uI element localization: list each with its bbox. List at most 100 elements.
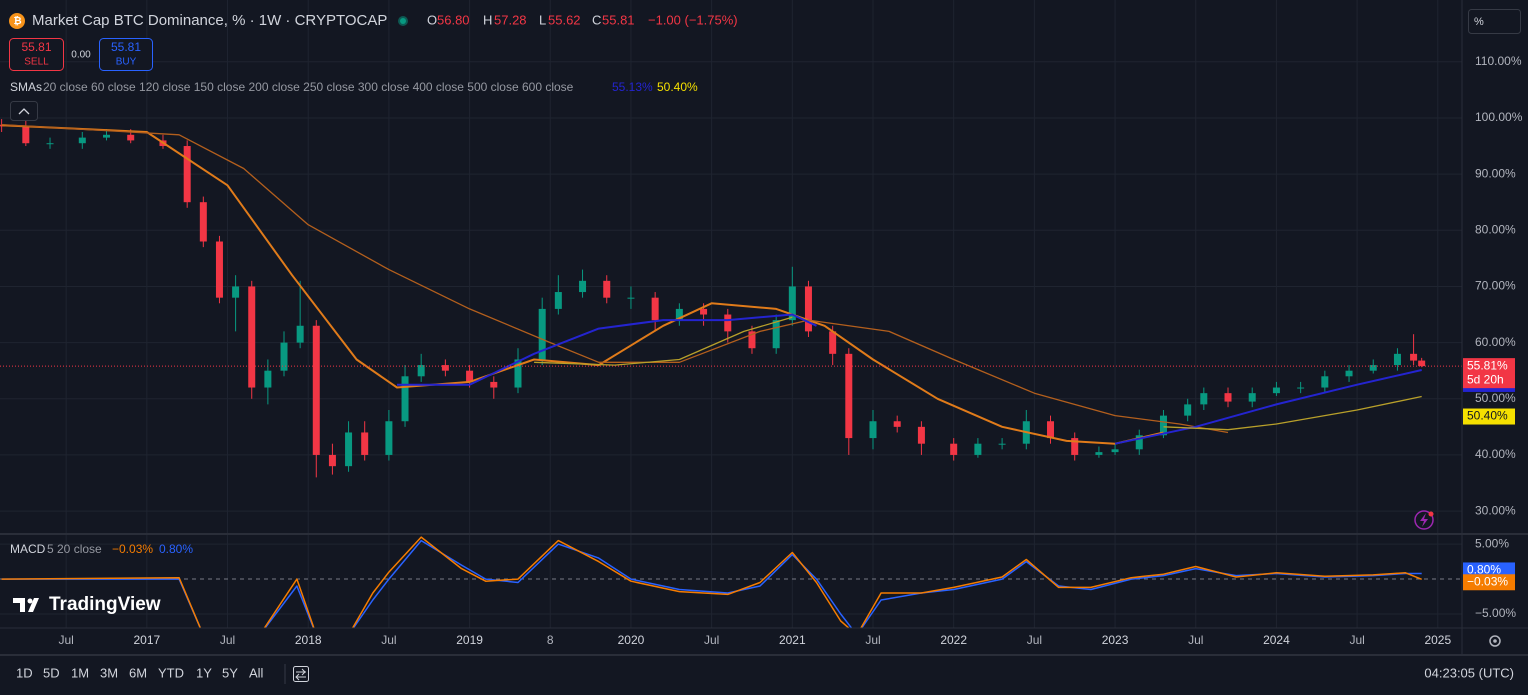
candle-body [296, 325, 304, 343]
x-tick-label: 2025 [1424, 633, 1451, 647]
sell-price: 55.81 [21, 40, 51, 54]
candle-body [538, 308, 546, 360]
x-tick-label: Jul [1349, 633, 1364, 647]
candle-body [215, 241, 223, 298]
alert-icon[interactable] [1414, 510, 1434, 530]
candle-body [232, 286, 240, 298]
candle-body [700, 308, 708, 315]
grid [0, 0, 1462, 628]
range-button[interactable]: 1Y [196, 665, 212, 680]
x-tick-label: 8 [547, 633, 554, 647]
candle-body [917, 426, 925, 444]
x-tick-label: 2022 [940, 633, 967, 647]
x-tick-label: Jul [220, 633, 235, 647]
candle-body [1410, 353, 1418, 361]
sma-params: 20 close 60 close 120 close 150 close 20… [43, 80, 574, 94]
candle-body [78, 137, 86, 144]
candle-body [1272, 387, 1280, 394]
candle-body [199, 202, 207, 242]
candle-body [1135, 435, 1143, 450]
x-tick-label: 2017 [133, 633, 160, 647]
symbol-title: Market Cap BTC Dominance, % · 1W · CRYPT… [32, 12, 387, 29]
candle-body [1297, 387, 1305, 389]
x-tick-label: Jul [865, 633, 880, 647]
sma-name: SMAs [10, 80, 42, 94]
line-series [1, 539, 1422, 628]
range-button[interactable]: All [249, 665, 264, 680]
collapse-button[interactable] [10, 101, 38, 121]
range-button[interactable]: YTD [158, 665, 184, 680]
y-tick-label: 40.00% [1475, 447, 1516, 461]
ohlc-change: −1.00 (−1.75%) [648, 12, 738, 27]
candle-body [829, 331, 837, 354]
candle-body [312, 325, 320, 455]
candle-body [748, 331, 756, 349]
settings-core [1493, 639, 1497, 643]
x-tick-label: 2021 [779, 633, 806, 647]
buy-button[interactable] [99, 38, 153, 71]
candle-body [845, 353, 853, 439]
candle-body [345, 432, 353, 467]
line-series [1, 536, 1422, 628]
candle-body [998, 443, 1006, 445]
candle-body [1111, 449, 1119, 453]
logo-dot [27, 598, 33, 604]
date-range-glyph [295, 668, 306, 681]
x-tick-label: 2018 [295, 633, 322, 647]
last-price-tag [1463, 358, 1515, 389]
candle-body [1393, 353, 1401, 366]
scale-mode-box[interactable] [1468, 9, 1521, 34]
candle-body [1200, 393, 1208, 405]
range-button[interactable]: 5Y [222, 665, 238, 680]
y-tick-label: 90.00% [1475, 166, 1516, 180]
sell-label: SELL [24, 57, 49, 68]
range-button[interactable]: 5D [43, 665, 60, 680]
candle-body [1224, 393, 1232, 402]
y-tick-label: 110.00% [1475, 54, 1522, 68]
x-tick-label: Jul [58, 633, 73, 647]
y-tick-label: −5.00% [1475, 606, 1516, 620]
date-range-icon[interactable] [293, 666, 309, 682]
candle-body [772, 320, 780, 349]
ohlc-key: O [427, 12, 437, 27]
range-button[interactable]: 3M [100, 665, 118, 680]
candle-body [466, 370, 474, 382]
settings-icon[interactable] [1489, 635, 1501, 647]
candle-body [22, 126, 30, 144]
range-button[interactable]: 1D [16, 665, 33, 680]
candle-body [46, 143, 54, 145]
y-tick-label: 70.00% [1475, 279, 1516, 293]
price-pane [0, 119, 1462, 478]
candle-body [1321, 376, 1329, 388]
range-button[interactable]: 1M [71, 665, 89, 680]
coin-icon [9, 13, 25, 29]
line-series [397, 313, 1422, 445]
signal-tag-label: −0.03% [1467, 574, 1508, 588]
y-tick-label: 60.00% [1475, 335, 1516, 349]
line-series [534, 316, 1422, 431]
candle-body [804, 286, 812, 332]
buy-price: 55.81 [111, 40, 141, 54]
candle-body [554, 292, 562, 309]
y-tick-label: 80.00% [1475, 222, 1516, 236]
sell-button[interactable] [9, 38, 64, 71]
macd-params: 5 20 close [47, 542, 102, 556]
axes: 30.00% 40.00% 50.00% 60.00% 70.00% 80.00% 90.0… [58, 54, 1522, 647]
candle-body [1184, 404, 1192, 416]
candle-body [1159, 415, 1167, 436]
candle-body [1418, 360, 1426, 367]
candle-body [1071, 438, 1079, 455]
ohlc-key: C [592, 12, 601, 27]
clock: 04:23:05 (UTC) [1424, 665, 1514, 680]
candle-body [893, 421, 901, 427]
x-tick-label: Jul [1188, 633, 1203, 647]
x-tick-label: Jul [1027, 633, 1042, 647]
range-button[interactable]: 6M [129, 665, 147, 680]
ohlc-value: 55.81 [602, 12, 635, 27]
signal-tag [1463, 574, 1515, 591]
buy-label: BUY [116, 57, 137, 68]
line-series [1, 124, 1164, 445]
ohlc-key: L [539, 12, 546, 27]
y-tick-label: 5.00% [1475, 536, 1509, 550]
